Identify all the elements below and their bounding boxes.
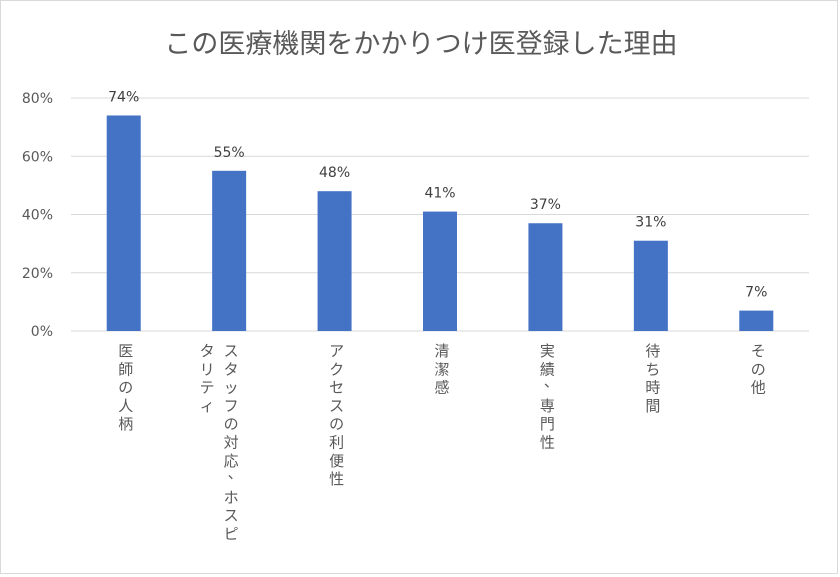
- y-tick-label: 80%: [22, 91, 53, 107]
- category-char: の: [224, 415, 239, 433]
- category-label: 実績、専門性: [540, 342, 559, 452]
- category-char: リ: [200, 360, 215, 378]
- category-label: その他: [751, 342, 766, 397]
- category-char: 門: [540, 415, 555, 433]
- category-char: の: [751, 360, 766, 378]
- category-char: 師: [118, 360, 133, 378]
- bar: [633, 240, 668, 331]
- category-char: 性: [540, 434, 555, 452]
- category-char: 柄: [118, 415, 133, 433]
- category-char: 待: [645, 342, 660, 360]
- category-char: 医: [118, 342, 133, 360]
- category-char: ホ: [224, 488, 239, 506]
- category-char: 他: [751, 379, 766, 397]
- category-char: 利: [329, 434, 344, 452]
- category-char: 績: [540, 360, 555, 378]
- category-label: 清潔感: [434, 342, 449, 397]
- category-char: 応: [224, 452, 239, 470]
- category-char: 専: [540, 397, 555, 415]
- category-char: 人: [118, 397, 133, 415]
- data-label: 48%: [319, 165, 350, 181]
- chart-title: この医療機関をかかりつけ医登録した理由: [164, 29, 677, 60]
- category-char: 間: [645, 397, 660, 415]
- bars: [106, 115, 774, 331]
- category-char: 時: [645, 379, 660, 397]
- bar: [106, 115, 141, 331]
- category-char: ア: [329, 342, 344, 360]
- y-tick-label: 0%: [31, 324, 53, 340]
- data-label: 41%: [424, 186, 455, 202]
- y-axis-tick-labels: 0% 20% 40% 60% 80%: [22, 91, 53, 340]
- category-char: テ: [200, 379, 215, 397]
- category-char: の: [329, 415, 344, 433]
- category-char: 便: [329, 452, 344, 470]
- y-tick-label: 60%: [22, 149, 53, 165]
- data-label: 74%: [108, 89, 139, 105]
- data-label: 37%: [530, 197, 561, 213]
- bar: [212, 170, 247, 331]
- category-char: ッ: [224, 379, 239, 397]
- category-char: 実: [540, 342, 555, 360]
- category-char: ち: [645, 360, 660, 378]
- category-char: ピ: [224, 525, 239, 543]
- y-tick-label: 20%: [22, 266, 53, 282]
- category-char: 性: [329, 470, 344, 488]
- category-char: の: [118, 379, 133, 397]
- category-char: ス: [224, 342, 239, 360]
- category-char: ク: [329, 360, 344, 378]
- category-char: ィ: [200, 397, 215, 415]
- category-char: ス: [329, 397, 344, 415]
- category-char: セ: [329, 379, 344, 397]
- category-char: フ: [224, 397, 239, 415]
- category-char: タ: [200, 342, 215, 360]
- category-char: 清: [434, 342, 449, 360]
- category-char: 、: [228, 464, 243, 482]
- y-tick-label: 40%: [22, 208, 53, 224]
- bar: [739, 310, 774, 331]
- category-char: タ: [224, 360, 239, 378]
- category-char: 潔: [434, 360, 449, 378]
- category-char: 対: [224, 434, 239, 452]
- category-char: 、: [544, 373, 559, 391]
- bar: [423, 211, 457, 331]
- data-label: 31%: [635, 215, 666, 231]
- bar: [317, 191, 352, 331]
- data-labels: 74% 55% 48% 41% 37% 31% 7%: [108, 89, 767, 300]
- category-char: ス: [224, 507, 239, 525]
- category-char: 感: [434, 379, 449, 397]
- category-char: そ: [751, 342, 766, 360]
- bar: [528, 223, 563, 331]
- category-labels: 医師の人柄スタッフの対応、ホスピタリティアクセスの利便性清潔感実績、専門性待ち時…: [118, 342, 766, 543]
- data-label: 55%: [214, 145, 245, 161]
- data-label: 7%: [745, 285, 767, 301]
